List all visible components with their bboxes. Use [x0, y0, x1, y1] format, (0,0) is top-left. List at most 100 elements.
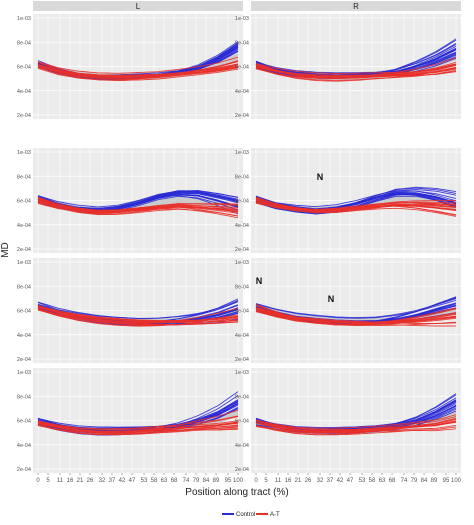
x-tick-label: 37 — [109, 478, 116, 484]
y-tick-label: 4e-04 — [17, 443, 31, 449]
subject-line-A-T — [37, 201, 239, 217]
subject-line-A-T — [37, 61, 239, 81]
x-axis-title: Position along tract (%) — [185, 487, 288, 498]
mean-line-A-T — [37, 422, 239, 433]
facet-strip-R — [251, 1, 461, 11]
x-tick-label: 84 — [421, 478, 428, 484]
mean-line-A-T — [255, 307, 457, 324]
x-tick-label: 32 — [317, 478, 324, 484]
y-tick-label: 4e-04 — [235, 333, 249, 339]
panel-CST-L: 2e-04 4e-04 6e-04 8e-04 1e-03 — [17, 14, 243, 119]
subject-line-A-T — [37, 422, 239, 430]
y-tick-label: 8e-04 — [17, 394, 31, 400]
y-tick-label: 2e-04 — [17, 357, 31, 363]
y-tick-label: 2e-04 — [235, 357, 249, 363]
subject-line-A-T — [255, 199, 457, 214]
y-tick-label: 6e-04 — [235, 309, 249, 315]
y-tick-label: 8e-04 — [17, 174, 31, 180]
x-tick-label: 47 — [347, 478, 354, 484]
subject-line-A-T — [255, 414, 457, 429]
subject-line-A-T — [255, 424, 457, 434]
y-tick-label: 2e-04 — [235, 247, 249, 253]
x-tick-label: 89 — [213, 478, 220, 484]
x-tick-label: 5 — [46, 478, 50, 484]
y-tick-label: 1e-03 — [17, 16, 31, 22]
subject-line-A-T — [37, 306, 239, 323]
subject-line-Control — [255, 190, 457, 208]
x-tick-label: 5 — [264, 478, 268, 484]
mean-line-A-T — [255, 199, 457, 212]
y-tick-label: 1e-03 — [17, 370, 31, 376]
subject-line-A-T — [255, 425, 457, 436]
y-tick-label: 8e-04 — [17, 284, 31, 290]
legend-label-A-T: A-T — [270, 512, 280, 518]
y-tick-label: 4e-04 — [235, 443, 249, 449]
mean-line-A-T — [37, 64, 239, 79]
x-tick-label: 0 — [36, 478, 40, 484]
x-tick-label: 100 — [233, 478, 244, 484]
x-tick-label: 21 — [295, 478, 302, 484]
y-tick-label: 8e-04 — [235, 174, 249, 180]
x-tick-label: 26 — [87, 478, 94, 484]
y-tick-label: 2e-04 — [235, 113, 249, 119]
facet-strip-L — [33, 1, 243, 11]
x-tick-label: 21 — [77, 478, 84, 484]
panel-CTC-R: 2e-04 4e-04 6e-04 8e-04 1e-03 — [235, 258, 461, 363]
y-tick-label: 8e-04 — [235, 394, 249, 400]
y-tick-label: 2e-04 — [17, 467, 31, 473]
x-tick-label: 68 — [389, 478, 396, 484]
y-tick-label: 6e-04 — [17, 199, 31, 205]
x-tick-label: 32 — [99, 478, 106, 484]
y-tick-label: 2e-04 — [17, 247, 31, 253]
y-tick-label: 8e-04 — [235, 284, 249, 290]
x-tick-label: 63 — [379, 478, 386, 484]
x-tick-label: 16 — [67, 478, 74, 484]
x-tick-label: 0 — [254, 478, 258, 484]
x-tick-label: 100 — [451, 478, 462, 484]
x-tick-label: 53 — [359, 478, 366, 484]
subject-line-A-T — [37, 198, 239, 211]
subject-line-A-T — [255, 416, 457, 431]
mean-line-A-T — [37, 199, 239, 213]
x-tick-label: 79 — [411, 478, 418, 484]
subject-line-Control — [255, 298, 457, 319]
annotation-n: N — [328, 294, 335, 304]
subject-line-Control — [37, 299, 239, 319]
x-tick-label: 53 — [141, 478, 148, 484]
x-tick-label: 47 — [129, 478, 136, 484]
y-tick-label: 4e-04 — [17, 333, 31, 339]
y-tick-label: 4e-04 — [17, 223, 31, 229]
annotation-n: N — [317, 172, 324, 182]
panel-CST-R: 2e-04 4e-04 6e-04 8e-04 1e-03 — [235, 14, 461, 119]
subject-line-A-T — [37, 415, 239, 430]
y-tick-label: 6e-04 — [17, 309, 31, 315]
subject-line-Control — [255, 187, 457, 210]
x-tick-label: 84 — [203, 478, 210, 484]
x-tick-label: 74 — [401, 478, 408, 484]
panel-Somato-L: 2e-04 4e-04 6e-04 8e-04 1e-03 — [17, 368, 243, 473]
x-tick-label: 11 — [275, 478, 282, 484]
panel-CPC-L: 2e-04 4e-04 6e-04 8e-04 1e-03 — [17, 148, 243, 253]
y-tick-label: 8e-04 — [235, 40, 249, 46]
y-tick-label: 4e-04 — [235, 89, 249, 95]
x-tick-label: 42 — [119, 478, 126, 484]
annotation-n: N — [256, 276, 263, 286]
x-tick-label: 95 — [443, 478, 450, 484]
x-tick-label: 63 — [161, 478, 168, 484]
x-tick-label: 16 — [285, 478, 292, 484]
y-tick-label: 1e-03 — [17, 260, 31, 266]
subject-line-A-T — [37, 56, 239, 74]
y-tick-label: 4e-04 — [235, 223, 249, 229]
y-tick-label: 1e-03 — [235, 16, 249, 22]
x-tick-label: 37 — [327, 478, 334, 484]
subject-line-A-T — [37, 65, 239, 82]
y-tick-label: 2e-04 — [235, 467, 249, 473]
y-tick-label: 1e-03 — [17, 150, 31, 156]
y-tick-label: 6e-04 — [235, 199, 249, 205]
panel-Somato-R: 2e-04 4e-04 6e-04 8e-04 1e-03 — [235, 368, 461, 473]
y-tick-label: 8e-04 — [17, 40, 31, 46]
subject-line-A-T — [37, 309, 239, 326]
y-tick-label: 6e-04 — [17, 65, 31, 71]
y-axis-title: MD — [0, 242, 11, 258]
